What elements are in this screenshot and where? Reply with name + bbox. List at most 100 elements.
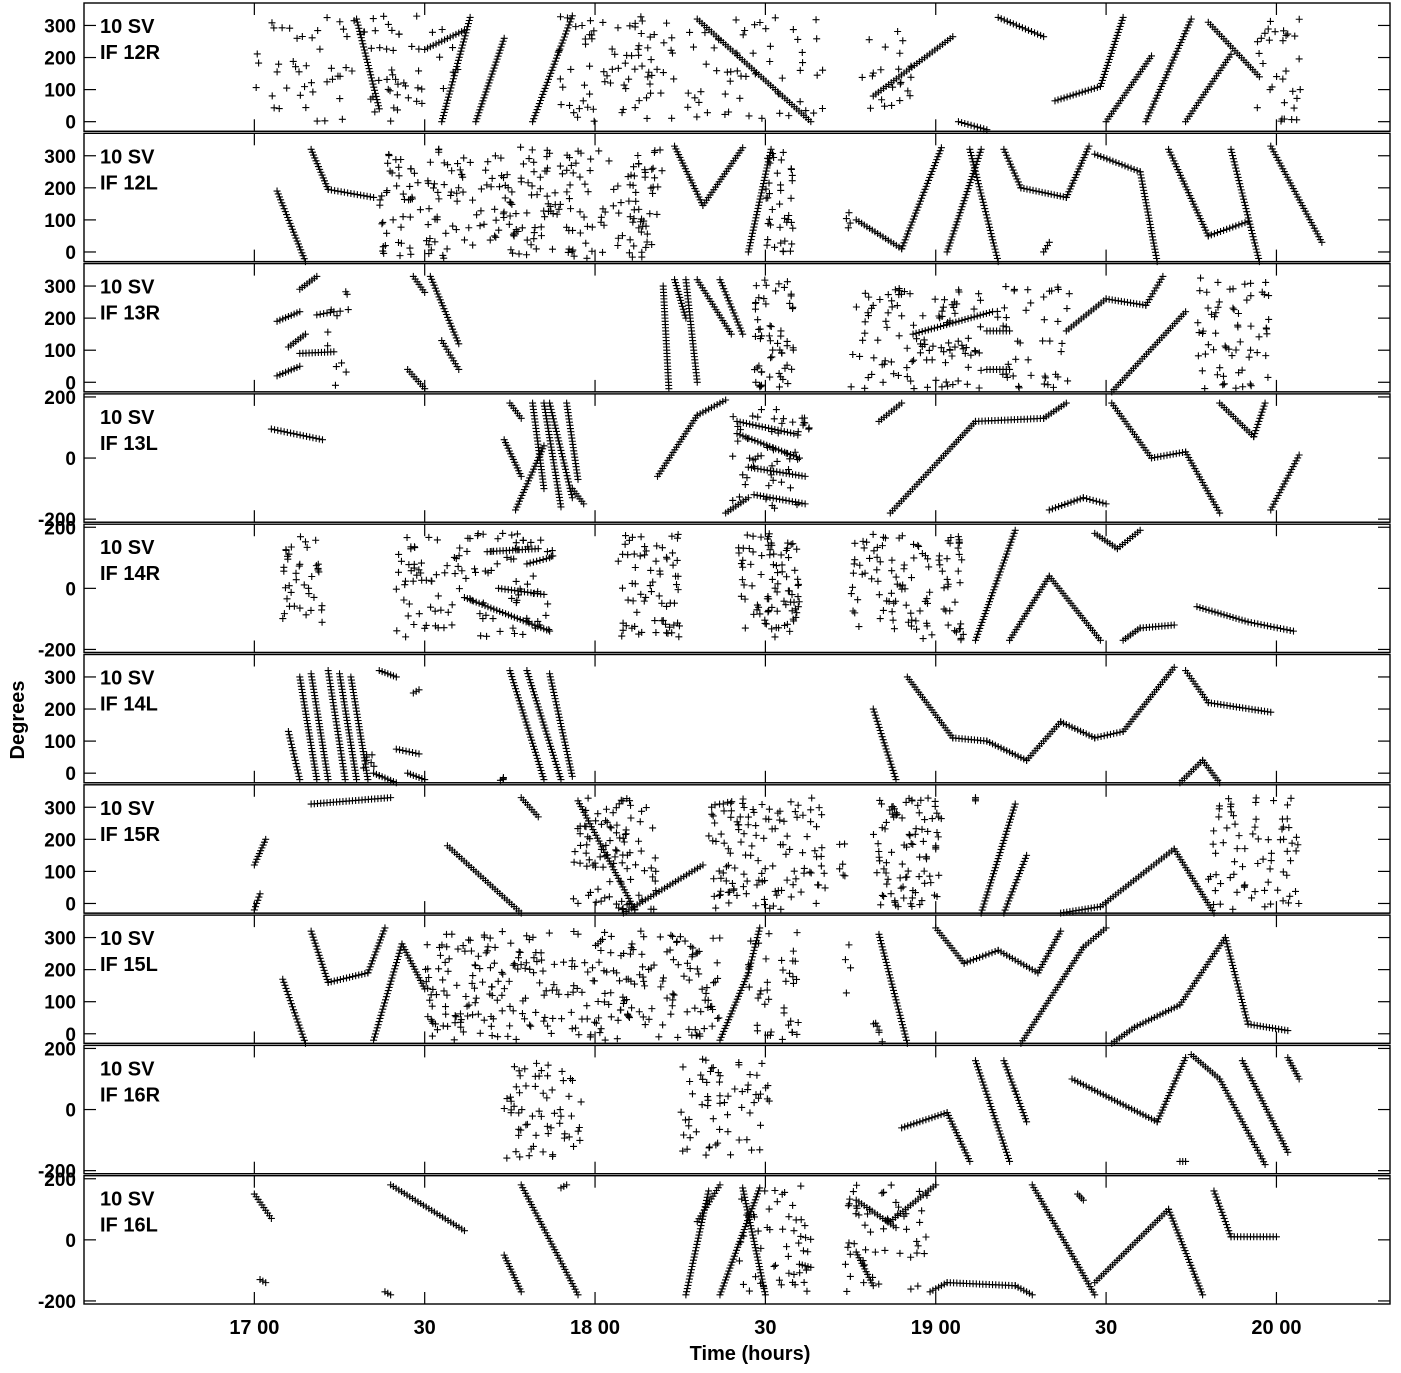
data-point [632,198,639,205]
data-point [761,277,768,284]
data-point [965,185,972,192]
data-point [647,90,654,97]
data-point [1267,709,1274,716]
data-point [1210,346,1217,353]
data-point [488,548,495,555]
data-point [652,854,659,861]
data-point [1241,845,1248,852]
data-point [524,237,531,244]
data-point [630,242,637,249]
data-point [955,377,962,384]
data-point [397,252,404,259]
data-point [545,76,552,83]
data-point [641,551,648,558]
data-point [789,540,796,547]
data-point [1254,38,1261,45]
data-point [917,349,924,356]
data-point [1279,37,1286,44]
data-point [765,425,772,432]
data-point [751,220,758,227]
data-point [257,890,264,897]
data-point [387,118,394,125]
data-point [314,118,321,125]
data-point [519,706,526,713]
data-point [892,773,899,780]
data-point [600,864,607,871]
data-point [394,956,401,963]
data-point [854,596,861,603]
data-point [1201,385,1208,392]
data-point [549,683,556,690]
data-point [862,290,869,297]
data-point [1147,224,1154,231]
data-point [597,853,604,860]
data-point [313,435,320,442]
data-point [1163,452,1170,459]
data-point [1232,222,1239,229]
data-point [752,306,759,313]
data-point [549,552,556,559]
data-point [520,537,527,544]
data-point [1231,158,1238,165]
data-point [767,43,774,50]
data-point [587,156,594,163]
data-point [1239,383,1246,390]
data-point [1254,421,1261,428]
data-point [888,358,895,365]
data-point [507,199,514,206]
data-point [369,77,376,84]
data-point [607,79,614,86]
data-point [1015,383,1022,390]
data-point [880,893,887,900]
data-point [631,206,638,213]
data-point [1013,22,1020,29]
data-point [402,578,409,585]
data-point [306,434,313,441]
data-point [1104,732,1111,739]
data-point [876,797,883,804]
data-point [547,673,554,680]
data-point [290,750,297,757]
data-point [777,224,784,231]
data-point [951,599,958,606]
data-point [564,472,571,479]
data-point [361,47,368,54]
data-point [710,812,717,819]
data-point [758,571,765,578]
data-point [277,428,284,435]
data-point [1205,305,1212,312]
data-point [552,201,559,208]
data-point [659,544,666,551]
data-point [761,901,768,908]
data-point [1283,872,1290,879]
data-point [632,104,639,111]
data-point [530,168,537,175]
data-point [1033,188,1040,195]
data-point [447,88,454,95]
data-point [543,82,550,89]
data-point [536,761,543,768]
data-point [1235,174,1242,181]
data-point [444,97,451,104]
data-point [794,36,801,43]
data-point [746,455,753,462]
data-point [255,60,262,67]
data-point [787,248,794,255]
data-point [1149,233,1156,240]
data-point [557,447,564,454]
data-point [639,17,646,24]
data-point [508,673,515,680]
data-point [518,178,525,185]
data-point [406,183,413,190]
data-point [720,800,727,807]
data-point [690,44,697,51]
data-point [351,191,358,198]
data-point [977,323,984,330]
data-point [1229,152,1236,159]
data-point [552,698,559,705]
data-point [529,182,536,189]
data-point [453,226,460,233]
data-point [967,179,974,186]
data-point [293,1015,300,1022]
data-point [908,840,915,847]
